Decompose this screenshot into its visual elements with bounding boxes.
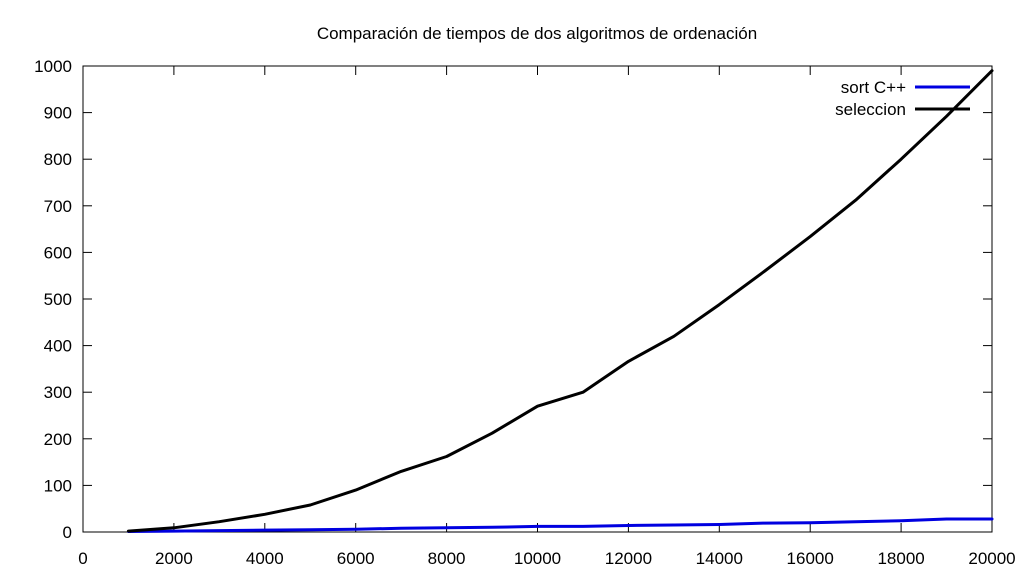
plot-frame: [82, 65, 993, 533]
x-tick-label: 8000: [428, 549, 466, 568]
y-tick-label: 700: [44, 197, 72, 216]
x-tick-label: 16000: [787, 549, 834, 568]
x-tick-label: 14000: [696, 549, 743, 568]
y-tick-label: 1000: [34, 57, 72, 76]
y-tick-label: 200: [44, 430, 72, 449]
x-tick-label: 12000: [605, 549, 652, 568]
y-tick-label: 0: [63, 523, 72, 542]
y-tick-label: 400: [44, 337, 72, 356]
x-tick-label: 20000: [968, 549, 1015, 568]
series-line-1: [126, 69, 994, 533]
series-line-0: [126, 517, 994, 533]
chart-title: Comparación de tiempos de dos algoritmos…: [317, 24, 757, 43]
x-tick-label: 6000: [337, 549, 375, 568]
x-tick-label: 2000: [155, 549, 193, 568]
legend-label-1: seleccion: [835, 100, 906, 119]
y-tick-label: 600: [44, 243, 72, 262]
y-tick-label: 800: [44, 150, 72, 169]
y-tick-label: 900: [44, 104, 72, 123]
y-tick-label: 100: [44, 476, 72, 495]
x-tick-label: 0: [78, 549, 87, 568]
legend: sort C++ seleccion: [835, 78, 970, 119]
x-tick-label: 10000: [514, 549, 561, 568]
legend-label-0: sort C++: [841, 78, 906, 97]
x-tick-label: 18000: [877, 549, 924, 568]
x-tick-label: 4000: [246, 549, 284, 568]
series-lines: [126, 69, 994, 533]
y-tick-label: 500: [44, 290, 72, 309]
y-tick-label: 300: [44, 383, 72, 402]
